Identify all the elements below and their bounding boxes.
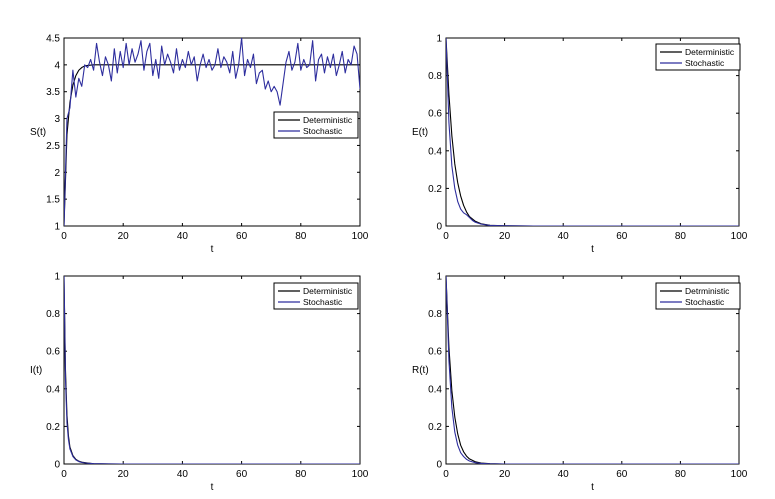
y-tick-label: 0.8 — [428, 309, 442, 320]
series-group — [446, 276, 739, 464]
series-group — [446, 38, 739, 226]
y-tick-label: 0.2 — [428, 422, 442, 433]
x-tick-label: 40 — [558, 231, 570, 242]
legend-label-deterministic: Deterministic — [303, 286, 353, 296]
y-tick-label: 0.6 — [46, 347, 60, 358]
y-tick-label: 1 — [436, 34, 442, 45]
y-tick-label: 4 — [54, 60, 60, 71]
y-tick-label: 0.4 — [428, 146, 442, 157]
x-tick-label: 100 — [731, 469, 748, 480]
x-tick-label: 40 — [558, 469, 570, 480]
series-line-stochastic — [446, 276, 739, 464]
y-tick-label: 0.4 — [428, 384, 442, 395]
x-tick-label: 80 — [295, 231, 307, 242]
legend-box — [655, 282, 741, 310]
x-tick-label: 100 — [352, 231, 369, 242]
series-line-stochastic — [64, 276, 360, 464]
x-tick-label: 0 — [443, 469, 449, 480]
series-line-stochastic — [64, 38, 360, 226]
y-tick-label: 1 — [54, 272, 60, 283]
x-tick-label: 20 — [118, 469, 130, 480]
y-tick-label: 0.6 — [428, 347, 442, 358]
y-tick-label: 1 — [436, 272, 442, 283]
y-tick-label: 3.5 — [46, 87, 60, 98]
y-tick-label: 0 — [436, 460, 442, 471]
legend-label-stochastic: Stochastic — [685, 297, 725, 307]
x-tick-label: 20 — [499, 231, 511, 242]
y-tick-label: 0.2 — [46, 422, 60, 433]
plot-frame — [63, 37, 361, 227]
legend-box — [655, 43, 741, 71]
legend-label-deterministic: Deterministic — [685, 47, 735, 57]
x-tick-label: 60 — [236, 231, 248, 242]
x-tick-label: 60 — [236, 469, 248, 480]
y-tick-label: 0.4 — [46, 384, 60, 395]
y-tick-label: 0.2 — [428, 184, 442, 195]
y-tick-label: 4.5 — [46, 34, 60, 45]
y-tick-label: 0.8 — [46, 309, 60, 320]
y-axis-label: I(t) — [30, 365, 42, 376]
legend-label-deterministic: Deterministic — [303, 115, 353, 125]
y-tick-label: 0 — [436, 222, 442, 233]
y-tick-label: 0 — [54, 460, 60, 471]
legend-label-deterministic: Detrministic — [685, 286, 730, 296]
x-axis-label: t — [211, 482, 214, 493]
x-tick-label: 0 — [443, 231, 449, 242]
series-group — [64, 276, 360, 464]
series-line-stochastic — [446, 38, 739, 226]
y-tick-label: 1 — [54, 222, 60, 233]
x-tick-label: 40 — [177, 469, 189, 480]
y-tick-label: 0.6 — [428, 109, 442, 120]
legend-label-stochastic: Stochastic — [303, 126, 343, 136]
series-group — [64, 38, 360, 226]
x-axis-label: t — [591, 244, 594, 255]
x-axis-label: t — [211, 244, 214, 255]
x-tick-label: 100 — [731, 231, 748, 242]
x-tick-label: 20 — [118, 231, 130, 242]
y-axis-label: S(t) — [30, 127, 46, 138]
x-axis-label: t — [591, 482, 594, 493]
y-tick-label: 2.5 — [46, 141, 60, 152]
chart-panel-2: 0 20 40 60 80 100 0 0.2 0.4 0.6 0.8 1 t E(t) Determini… — [412, 34, 748, 256]
y-axis-label: R(t) — [412, 365, 429, 376]
x-tick-label: 0 — [61, 231, 67, 242]
legend-label-stochastic: Stochastic — [685, 58, 725, 68]
x-tick-label: 80 — [675, 231, 687, 242]
x-tick-label: 40 — [177, 231, 189, 242]
x-tick-label: 20 — [499, 469, 511, 480]
y-tick-label: 2 — [54, 168, 60, 179]
legend-label-stochastic: Stochastic — [303, 297, 343, 307]
x-tick-label: 80 — [675, 469, 687, 480]
y-axis-label: E(t) — [412, 127, 428, 138]
chart-panel-1: 0 20 40 60 80 100 1 1.5 2 2.5 3 3.5 4 4.5 t S(t) Determi… — [30, 34, 369, 256]
legend-box — [273, 111, 359, 139]
x-tick-label: 60 — [616, 469, 628, 480]
x-tick-label: 100 — [352, 469, 369, 480]
y-tick-label: 3 — [54, 114, 60, 125]
y-tick-label: 0.8 — [428, 71, 442, 82]
x-tick-label: 0 — [61, 469, 67, 480]
chart-panel-3: 0 20 40 60 80 100 0 0.2 0.4 0.6 0.8 1 t I(t) Determini… — [30, 272, 369, 494]
chart-panel-4: 0 20 40 60 80 100 0 0.2 0.4 0.6 0.8 1 t R(t) Detrminis… — [412, 272, 748, 494]
x-tick-label: 60 — [616, 231, 628, 242]
y-tick-label: 1.5 — [46, 195, 60, 206]
x-tick-label: 80 — [295, 469, 307, 480]
legend-box — [273, 282, 359, 310]
